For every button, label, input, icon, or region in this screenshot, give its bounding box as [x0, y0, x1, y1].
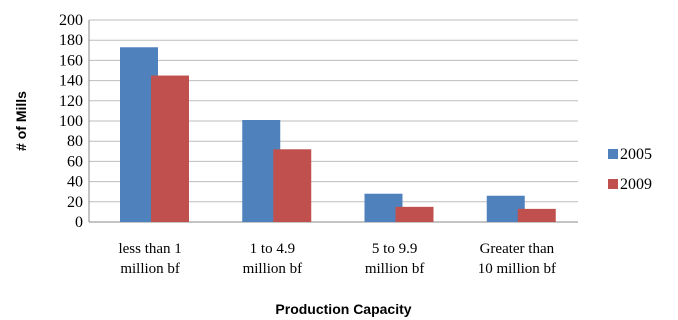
legend: 2005 2009 — [608, 146, 652, 193]
legend-swatch-2009 — [608, 179, 618, 189]
x-category-label: less than 1 — [118, 241, 181, 257]
x-axis-title: Production Capacity — [275, 301, 411, 317]
x-category-label: million bf — [120, 261, 180, 277]
x-category-label: Greater than — [480, 241, 555, 257]
y-tick-label: 140 — [59, 73, 83, 90]
x-category-labels: less than 1 million bf 1 to 4.9 million bf 5… — [118, 241, 556, 277]
y-tick-label: 160 — [59, 52, 83, 69]
x-category-label: 10 million bf — [478, 261, 556, 277]
y-tick-label: 120 — [59, 93, 83, 110]
bar-2009-3 — [517, 208, 556, 222]
y-tick-label: 0 — [75, 214, 83, 231]
bar-2009-2 — [395, 206, 434, 222]
y-tick-label: 20 — [67, 194, 83, 211]
x-category-label: million bf — [365, 261, 425, 277]
legend-swatch-2005 — [608, 149, 618, 159]
x-category-label: 1 to 4.9 — [250, 241, 295, 257]
y-tick-label: 180 — [59, 32, 83, 49]
y-tick-label: 100 — [59, 113, 83, 130]
x-category-label: million bf — [243, 261, 303, 277]
y-tick-label: 200 — [59, 12, 83, 29]
legend-label: 2005 — [620, 146, 652, 163]
y-tick-label: 40 — [67, 174, 83, 191]
bar-2009-1 — [273, 149, 312, 222]
y-axis-title: # of Mills — [13, 91, 29, 151]
legend-label: 2009 — [620, 176, 652, 193]
bars — [120, 47, 556, 222]
bar-2009-0 — [151, 75, 189, 222]
y-tick-labels: 0 20 40 60 80 100 120 140 160 180 200 — [59, 12, 83, 231]
y-tick-label: 60 — [67, 153, 83, 170]
x-category-label: 5 to 9.9 — [372, 241, 417, 257]
y-tick-label: 80 — [67, 133, 83, 150]
